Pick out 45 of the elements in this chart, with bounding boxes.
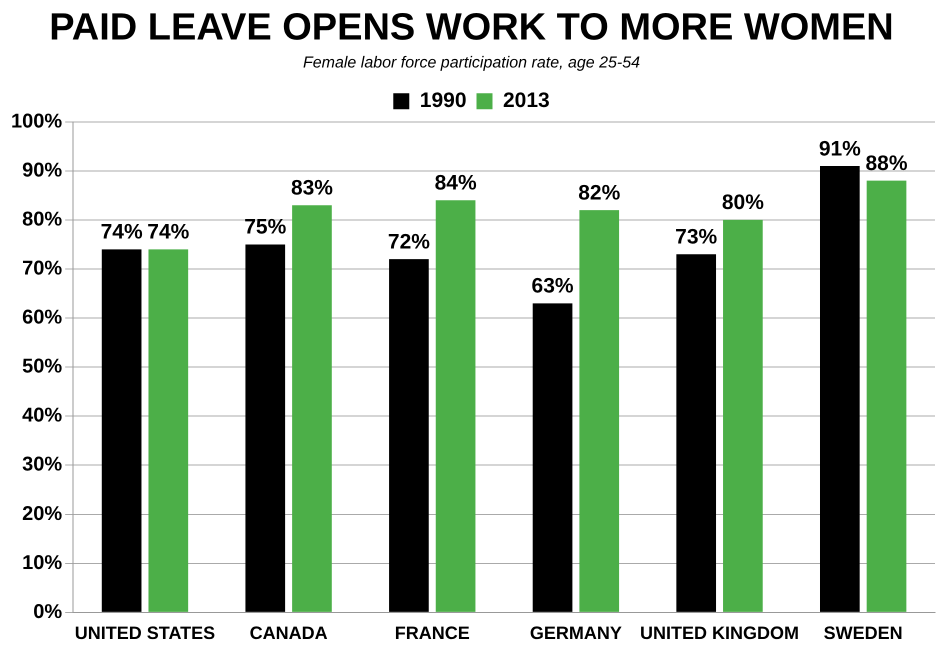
y-tick-label: 100%	[10, 110, 62, 132]
bar	[866, 180, 906, 612]
data-label: 75%	[244, 216, 287, 239]
x-tick-label: GERMANY	[530, 623, 622, 644]
bar	[723, 220, 763, 612]
x-tick-label: FRANCE	[394, 623, 470, 644]
bar	[292, 205, 332, 612]
y-tick-label: 80%	[22, 208, 62, 230]
y-tick-label: 30%	[22, 454, 62, 476]
bar	[820, 166, 860, 612]
x-tick-label: UNITED KINGDOM	[640, 623, 800, 644]
bar	[102, 249, 142, 612]
data-label: 72%	[388, 230, 430, 254]
data-label: 84%	[434, 172, 477, 195]
legend-label: 1990	[420, 89, 466, 112]
data-label: 63%	[532, 274, 574, 298]
data-label: 88%	[866, 152, 908, 175]
bar	[389, 259, 429, 612]
y-tick-label: 40%	[22, 404, 62, 427]
bar	[148, 249, 188, 612]
y-tick-label: 0%	[33, 600, 62, 623]
x-tick-label: SWEDEN	[824, 623, 903, 644]
data-label: 74%	[100, 220, 143, 244]
data-label: 80%	[722, 191, 764, 214]
data-label: 74%	[147, 220, 190, 244]
bar	[245, 244, 286, 612]
y-tick-label: 50%	[22, 356, 62, 378]
y-tick-label: 70%	[22, 257, 62, 280]
chart-subtitle: Female labor force participation rate, age 25-54	[302, 54, 640, 72]
data-label: 83%	[290, 176, 334, 200]
data-label: 82%	[578, 181, 621, 204]
x-tick-label: CANADA	[250, 623, 328, 644]
chart-title: PAID LEAVE OPENS WORK TO MORE WOMEN	[49, 6, 894, 48]
y-tick-label: 10%	[22, 552, 62, 574]
data-label: 73%	[675, 226, 718, 249]
legend-label: 2013	[503, 89, 550, 112]
y-tick-label: 90%	[22, 159, 62, 182]
data-label: 91%	[818, 137, 862, 160]
bar	[579, 210, 620, 612]
bar	[676, 254, 716, 612]
bar	[436, 200, 476, 612]
x-tick-label: UNITED STATES	[74, 623, 216, 644]
y-tick-label: 60%	[22, 306, 62, 329]
bar	[532, 303, 572, 612]
y-tick-label: 20%	[22, 502, 62, 525]
